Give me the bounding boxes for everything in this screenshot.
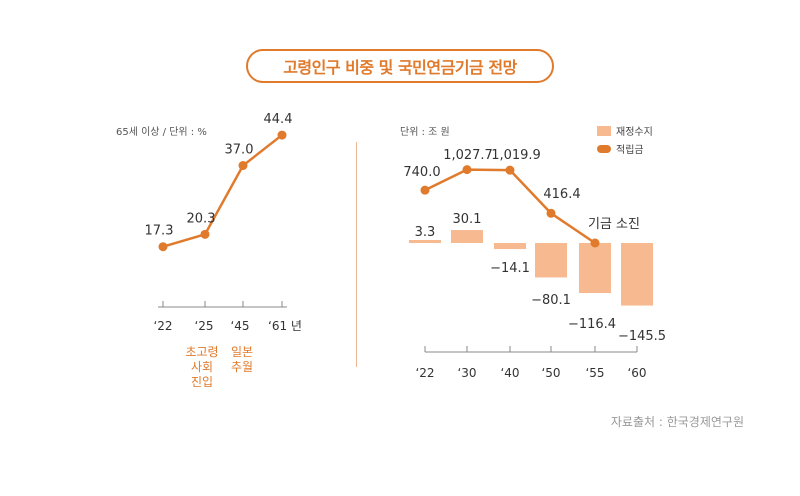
left-data-label: 37.0 <box>225 143 254 158</box>
chart-title: 고령인구 비중 및 국민연금기금 전망 <box>246 49 554 83</box>
reserve-value-label: 1,027.7 <box>443 148 493 163</box>
left-x-tick-label: ‘22 <box>153 319 172 333</box>
left-data-point <box>158 242 168 252</box>
left-unit-label: 65세 이상 / 단위 : % <box>116 127 207 138</box>
fiscal-balance-bar <box>621 243 653 306</box>
legend-fiscal-balance: 재정수지 <box>597 123 653 138</box>
right-unit-label: 단위 : 조 원 <box>400 127 450 138</box>
left-data-point <box>200 229 210 239</box>
bar-value-label: −116.4 <box>568 317 616 332</box>
reserve-line <box>424 168 596 245</box>
right-x-tick-label: ‘40 <box>500 366 519 380</box>
annotation-line: 일본 <box>230 345 254 359</box>
legend-line-label: 적립금 <box>616 145 644 156</box>
right-x-tick-label: ‘50 <box>541 366 560 380</box>
legend-reserve: 적립금 <box>597 141 644 156</box>
right-x-tick-label: ‘55 <box>585 366 604 380</box>
left-data-point <box>238 161 248 171</box>
source-note: 자료출처 : 한국경제연구원 <box>610 415 744 429</box>
legend-bar-swatch <box>597 125 611 136</box>
right-x-tick-label: ‘60 <box>627 366 646 380</box>
annotation-line: 진입 <box>190 375 214 389</box>
bar-value-label: 3.3 <box>415 225 436 240</box>
annotation-japan: 일본 추월 <box>222 345 262 375</box>
fiscal-balance-bar <box>579 243 611 294</box>
left-x-tick-label: ‘45 <box>230 319 249 333</box>
bar-value-label: −80.1 <box>531 293 571 308</box>
left-data-label: 17.3 <box>145 224 174 239</box>
right-x-tick-label: ‘30 <box>457 366 476 380</box>
annotation-line: 사회 <box>190 360 214 374</box>
chart-divider <box>356 142 357 367</box>
annotation-line: 초고령 <box>185 345 219 359</box>
legend-bar-label: 재정수지 <box>616 127 653 138</box>
right-x-tick-label: ‘22 <box>415 366 434 380</box>
reserve-value-label: 740.0 <box>403 165 440 180</box>
left-x-tick-label: ‘61 년 <box>268 319 302 333</box>
reserve-data-point <box>505 165 515 175</box>
annotation-super-aged: 초고령 사회 진입 <box>178 345 226 390</box>
left-data-label: 20.3 <box>187 211 216 226</box>
fiscal-balance-bar <box>409 240 441 243</box>
bar-value-label: 30.1 <box>453 212 482 227</box>
fiscal-balance-bar <box>451 230 483 243</box>
reserve-value-label: 기금 소진 <box>588 217 640 232</box>
annotation-line: 추월 <box>230 360 254 374</box>
left-data-label: 44.4 <box>264 112 293 127</box>
bar-value-label: −145.5 <box>618 329 666 344</box>
legend-line-swatch <box>597 144 611 153</box>
reserve-value-label: 1,019.9 <box>491 148 541 163</box>
reserve-data-point <box>462 165 472 175</box>
reserve-data-point <box>590 238 600 248</box>
reserve-data-point <box>546 208 556 218</box>
reserve-data-point <box>420 185 430 195</box>
bar-value-label: −14.1 <box>490 261 530 276</box>
reserve-value-label: 416.4 <box>543 187 580 202</box>
left-data-point <box>277 130 287 140</box>
fiscal-balance-bar <box>535 243 567 278</box>
fiscal-balance-bar <box>494 243 526 250</box>
left-series-line <box>162 134 283 248</box>
left-x-tick-label: ‘25 <box>194 319 213 333</box>
